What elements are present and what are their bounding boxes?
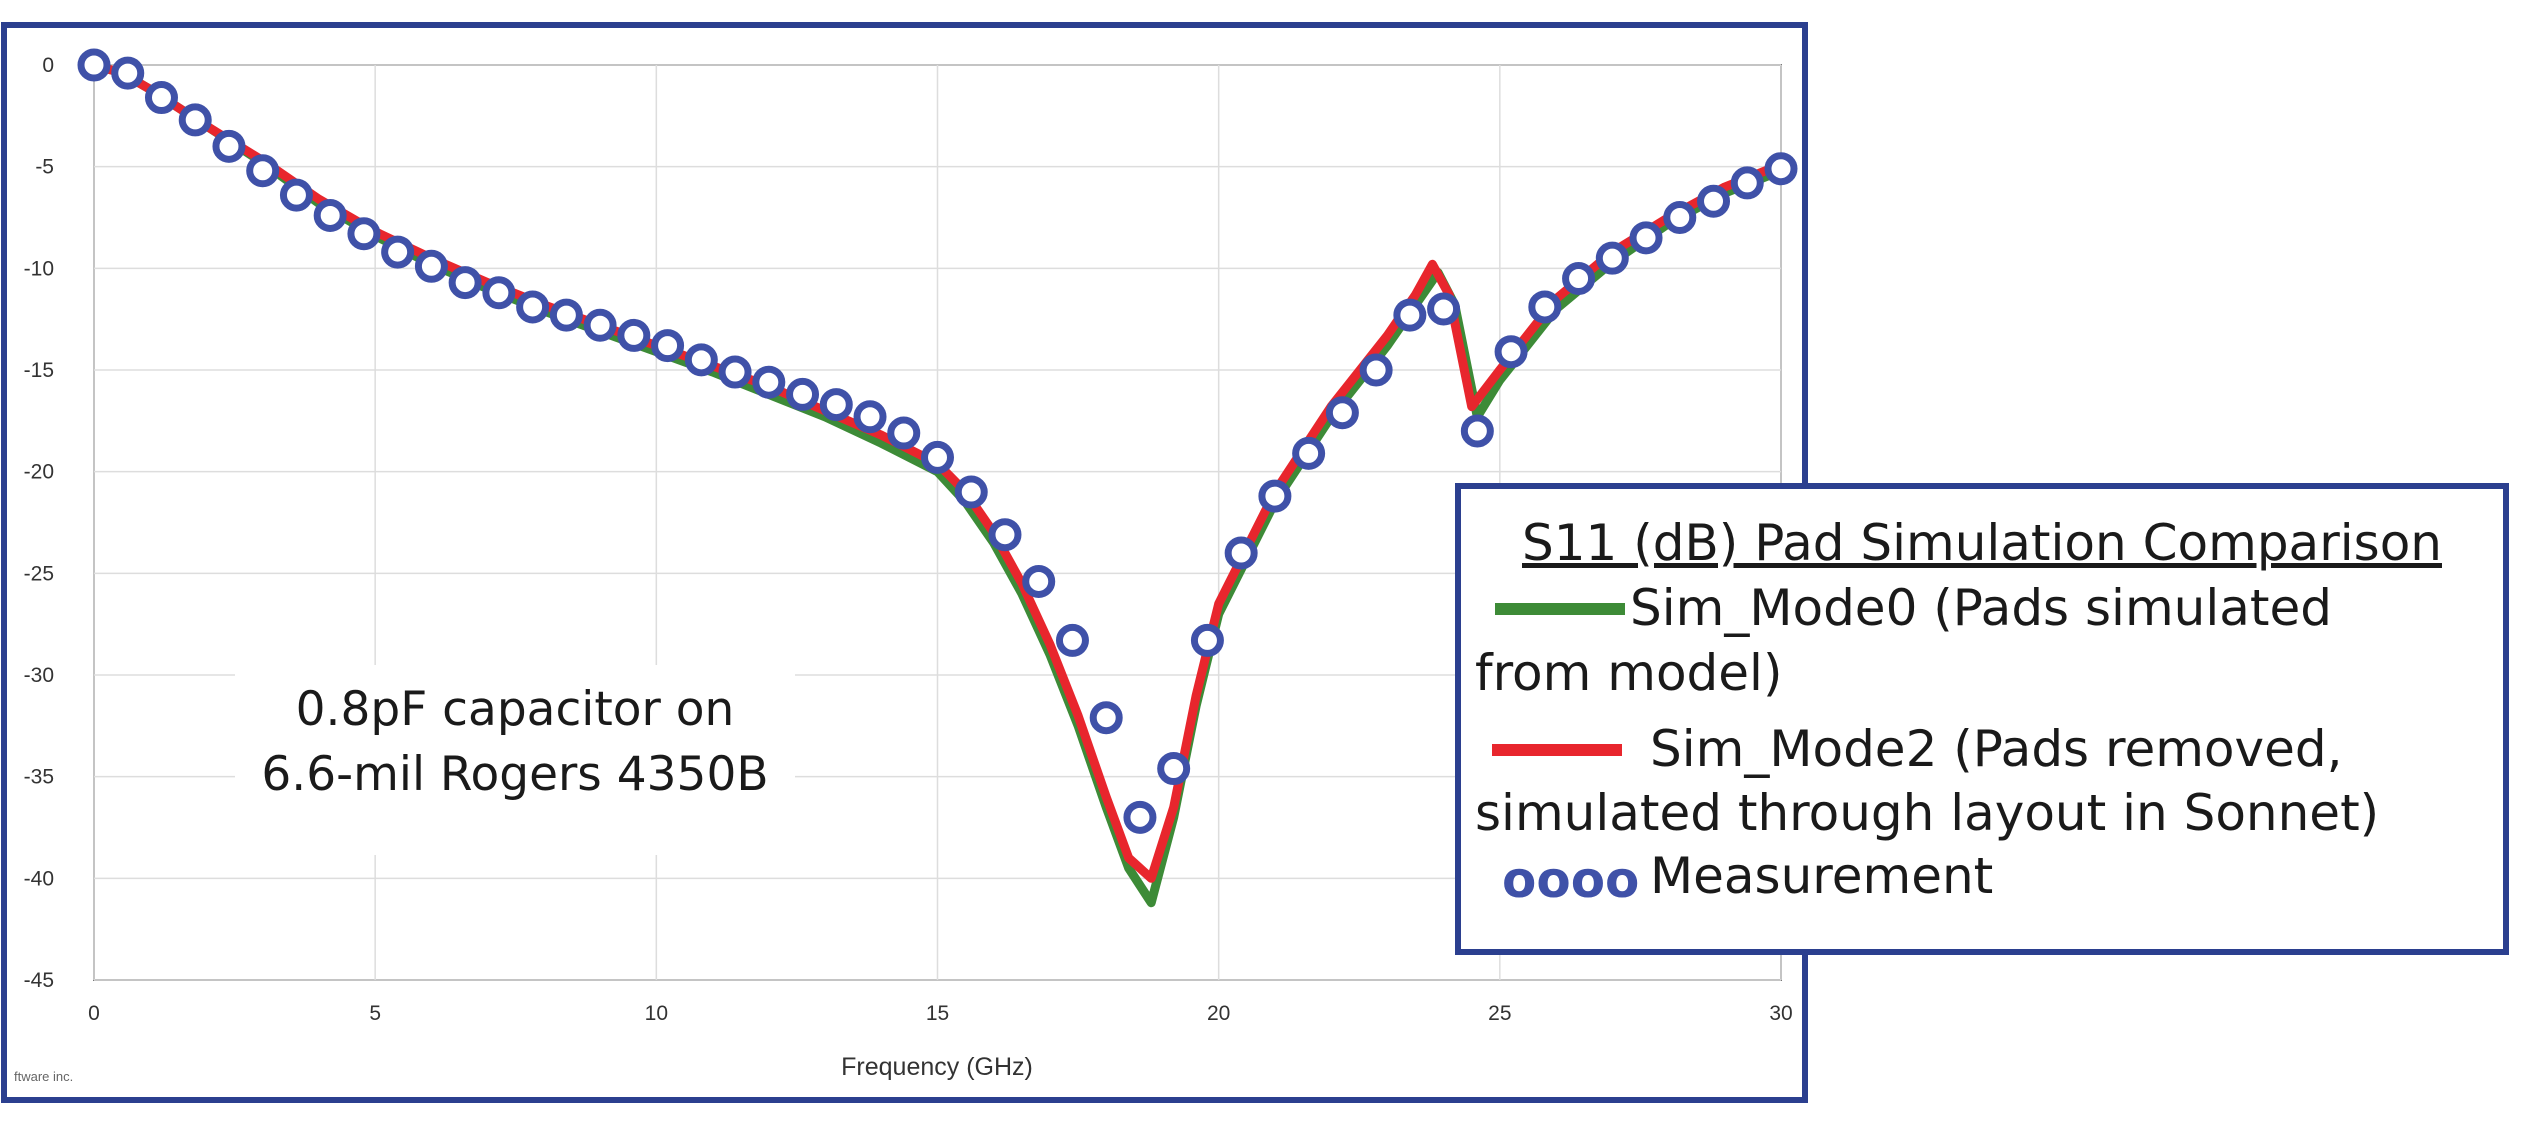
measurement-point	[212, 129, 246, 163]
measurement-point	[1258, 479, 1292, 513]
measurement-point	[684, 343, 718, 377]
measurement-point	[1595, 241, 1629, 275]
measurement-point	[549, 298, 583, 332]
y-tick-label: -10	[24, 257, 54, 280]
measurement-point	[954, 475, 988, 509]
y-tick-label: -30	[24, 664, 54, 687]
x-tick-label: 25	[1488, 1002, 1511, 1025]
x-axis-ticks: 0 5 10 15 20 25 30	[88, 1002, 1793, 1025]
legend-sim-mode0-line-2: from model)	[1475, 644, 1782, 702]
y-tick-label: -40	[24, 867, 54, 890]
measurement-point	[1494, 335, 1528, 369]
measurement-point	[1460, 414, 1494, 448]
measurement-point	[77, 48, 111, 82]
measurement-point	[718, 355, 752, 389]
measurement-point	[448, 266, 482, 300]
measurement-point	[1157, 752, 1191, 786]
measurement-point	[1089, 701, 1123, 735]
measurement-point	[887, 416, 921, 450]
legend-sim-mode0-line-1: Sim_Mode0 (Pads simulated	[1630, 579, 2332, 637]
measurement-markers	[77, 48, 1798, 834]
y-tick-label: -15	[24, 359, 54, 382]
measurement-point	[921, 440, 954, 474]
measurement-point	[651, 329, 685, 363]
x-tick-label: 5	[369, 1002, 381, 1025]
measurement-point	[1427, 292, 1461, 326]
x-tick-label: 30	[1769, 1002, 1792, 1025]
measurement-point	[246, 154, 280, 188]
measurement-point	[1764, 152, 1798, 186]
legend-measurement-glyphs: oooo	[1502, 851, 1639, 909]
measurement-point	[414, 249, 448, 283]
measurement-point	[819, 388, 853, 422]
annotation-box	[235, 665, 795, 855]
measurement-point	[1224, 536, 1258, 570]
measurement-point	[583, 308, 617, 342]
y-tick-label: -20	[24, 461, 54, 484]
measurement-point	[1663, 201, 1697, 234]
measurement-point	[1697, 184, 1731, 218]
measurement-point	[313, 198, 347, 232]
measurement-point	[1123, 800, 1157, 834]
x-tick-label: 10	[645, 1002, 668, 1025]
y-tick-label: -45	[24, 969, 54, 992]
measurement-point	[786, 377, 820, 411]
legend-title: S11 (dB) Pad Simulation Comparison	[1522, 514, 2442, 572]
measurement-point	[1292, 436, 1326, 470]
measurement-point	[1359, 353, 1393, 387]
measurement-point	[347, 217, 381, 251]
measurement-point	[853, 400, 887, 434]
annotation-line-1: 0.8pF capacitor on	[296, 682, 735, 737]
measurement-point	[1055, 623, 1089, 657]
measurement-point	[1730, 166, 1764, 200]
measurement-point	[1325, 396, 1359, 430]
measurement-point	[482, 276, 516, 310]
measurement-point	[752, 365, 786, 399]
y-axis-ticks: 0 -5 -10 -15 -20 -25 -30 -35 -40 -45	[24, 54, 54, 992]
measurement-point	[381, 235, 415, 269]
x-tick-label: 0	[88, 1002, 100, 1025]
legend-sim-mode2-line-2: simulated through layout in Sonnet)	[1475, 784, 2379, 842]
y-tick-label: 0	[42, 54, 54, 77]
measurement-point	[144, 81, 178, 115]
measurement-point	[1629, 221, 1663, 255]
measurement-point	[1190, 623, 1224, 657]
measurement-point	[516, 290, 550, 324]
legend-sim-mode2-line-1: Sim_Mode2 (Pads removed,	[1650, 720, 2343, 778]
legend-box	[1455, 483, 2509, 955]
annotation-line-2: 6.6-mil Rogers 4350B	[261, 747, 768, 802]
y-tick-label: -5	[35, 156, 54, 179]
measurement-point	[279, 178, 313, 212]
measurement-point	[988, 518, 1022, 552]
measurement-point	[1393, 298, 1427, 332]
measurement-point	[111, 56, 145, 90]
y-tick-label: -35	[24, 766, 54, 789]
x-axis-label: Frequency (GHz)	[841, 1053, 1033, 1081]
measurement-point	[1022, 564, 1056, 598]
measurement-point	[1528, 290, 1562, 324]
software-credit: ftware inc.	[14, 1069, 73, 1084]
legend-measurement-label: Measurement	[1650, 847, 1993, 905]
measurement-point	[1562, 262, 1596, 295]
measurement-point	[617, 318, 651, 352]
legend: S11 (dB) Pad Simulation Comparison Sim_M…	[1455, 483, 2509, 955]
x-tick-label: 20	[1207, 1002, 1230, 1025]
y-tick-label: -25	[24, 562, 54, 585]
measurement-point	[178, 103, 212, 137]
x-tick-label: 15	[926, 1002, 949, 1025]
